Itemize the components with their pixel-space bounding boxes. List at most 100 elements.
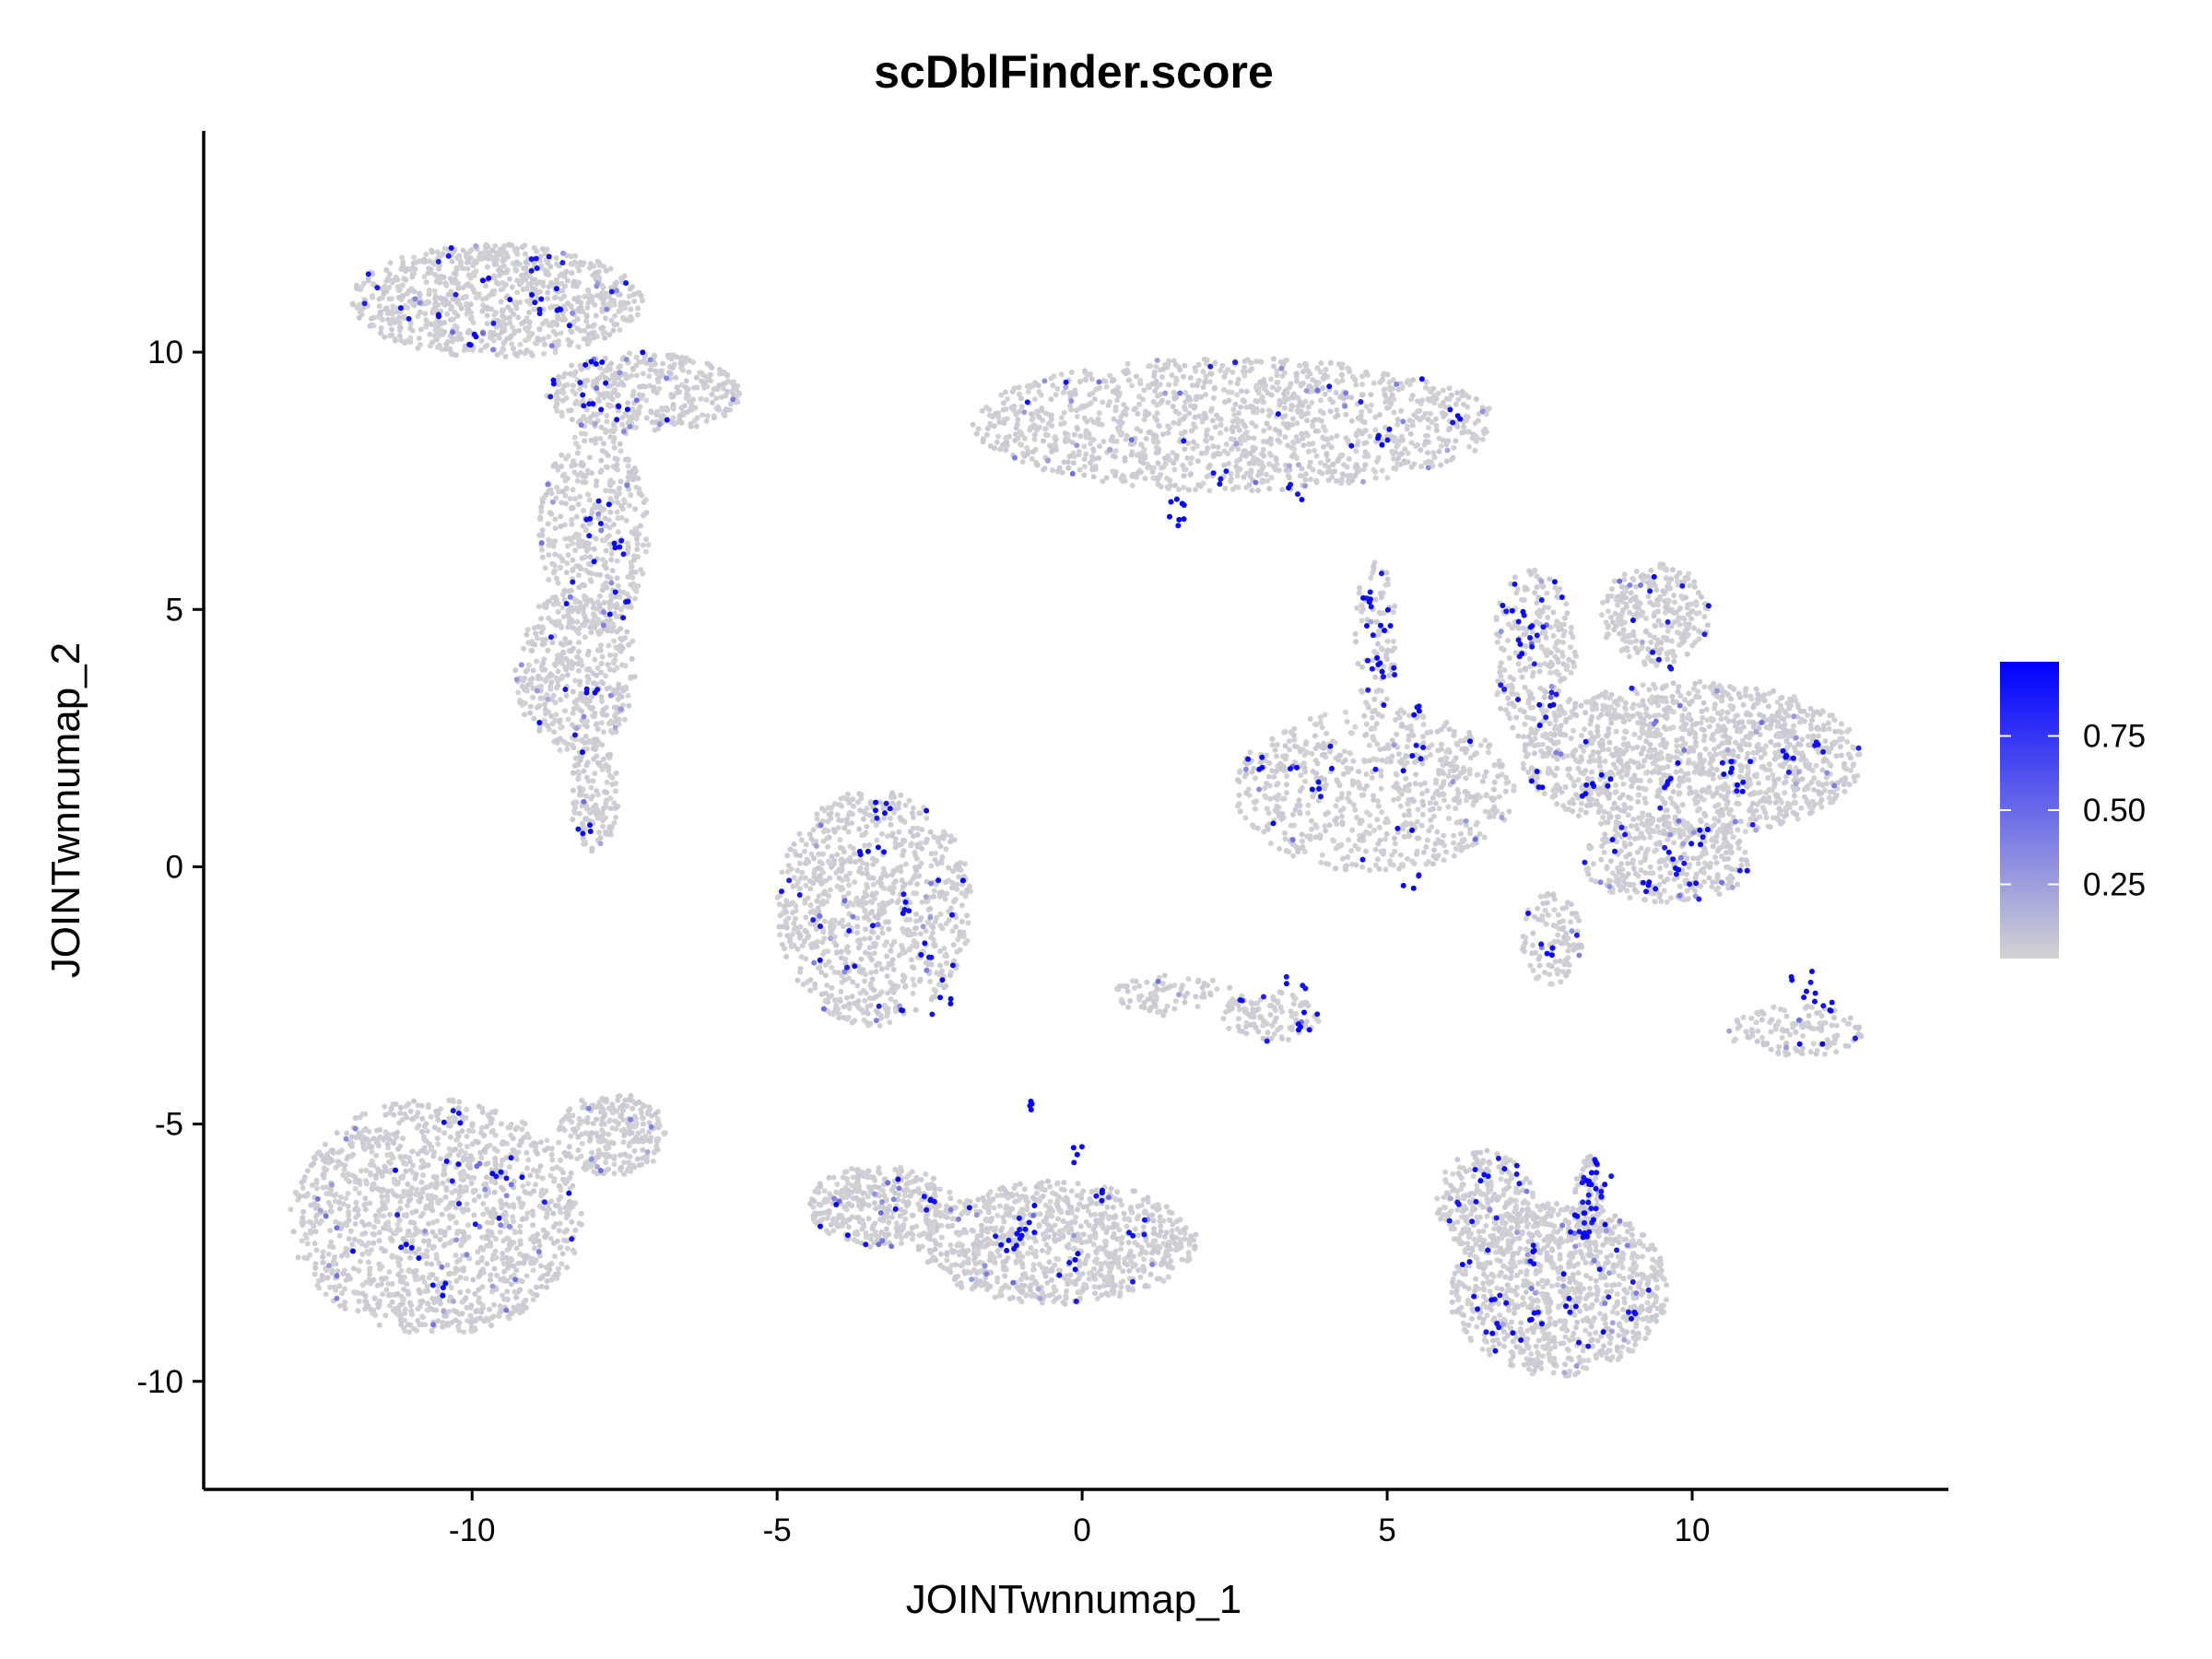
cell-point (1322, 436, 1328, 442)
cell-point (678, 419, 685, 426)
cell-point (534, 290, 540, 296)
cell-point (1483, 769, 1489, 775)
cell-point (1486, 406, 1492, 412)
cell-point (709, 399, 715, 406)
cell-point (1129, 382, 1135, 389)
cell-point (895, 805, 901, 811)
cell-point (1187, 374, 1194, 381)
cell-point (1391, 465, 1397, 471)
cell-point (645, 542, 652, 548)
cell-point (807, 886, 814, 892)
cell-point (1320, 410, 1326, 417)
cell-point (484, 321, 490, 327)
cell-point (1181, 473, 1187, 479)
cell-point (1083, 451, 1089, 457)
cell-point (582, 740, 588, 746)
cell-point (608, 403, 615, 409)
cell-point (876, 912, 882, 917)
cell-point (1419, 760, 1426, 767)
cell-point (629, 655, 635, 662)
cell-point (1206, 462, 1213, 468)
cell-point (886, 886, 892, 892)
cell-point (894, 900, 900, 906)
cell-point (550, 601, 557, 607)
cell-point (497, 272, 502, 278)
cell-point (1155, 481, 1161, 488)
cell-point (937, 923, 944, 929)
cell-point (1326, 822, 1333, 829)
cell-point (939, 968, 945, 974)
cell-point (1203, 449, 1209, 455)
cell-point (354, 285, 359, 291)
cell-point (512, 667, 519, 674)
cell-point (827, 875, 833, 881)
cell-point (912, 925, 918, 932)
cell-point (1346, 790, 1352, 796)
cell-point (629, 406, 636, 412)
cell-point (462, 294, 468, 300)
cell-point (814, 816, 820, 822)
cell-point (1344, 719, 1350, 724)
cell-point (1394, 731, 1400, 737)
cell-point (1459, 393, 1465, 399)
cell-point (594, 334, 601, 340)
cell-point (914, 881, 921, 888)
cell-point (447, 276, 453, 282)
cell-point (868, 899, 874, 905)
cell-point (1286, 738, 1292, 745)
cell-point (1134, 474, 1139, 480)
cell-point (1381, 386, 1387, 393)
cell-point (579, 708, 585, 714)
cell-point (932, 919, 938, 924)
cell-point (1135, 411, 1141, 417)
cell-point (453, 352, 459, 359)
cell-point (946, 917, 952, 924)
cell-point (830, 1011, 837, 1018)
cell-point (1112, 407, 1119, 414)
cell-point (1242, 453, 1249, 459)
cell-point (1081, 443, 1088, 450)
cell-point (1027, 427, 1033, 433)
cell-point (1432, 800, 1439, 806)
cell-point (1194, 458, 1201, 465)
cell-point (1287, 747, 1292, 753)
cell-point (621, 716, 628, 723)
cell-point (1124, 360, 1131, 367)
cell-point (1272, 747, 1278, 753)
cell-point (1221, 373, 1228, 380)
cell-point (613, 771, 619, 776)
cell-point (877, 902, 884, 909)
cell-point (532, 641, 538, 648)
cell-point (610, 522, 617, 528)
cell-point (627, 502, 632, 509)
cell-point (1375, 454, 1382, 461)
cell-point (1346, 837, 1352, 843)
cell-point (512, 350, 518, 357)
cell-point (535, 604, 542, 609)
cell-point (814, 944, 820, 950)
cell-point (1084, 418, 1090, 425)
cell-point (1251, 435, 1257, 441)
cell-point (1447, 425, 1453, 431)
cell-point (863, 971, 868, 978)
cell-point (598, 694, 605, 700)
cell-point (723, 393, 729, 399)
cell-point (587, 809, 594, 816)
cell-point (1425, 425, 1431, 430)
cell-point (622, 635, 628, 641)
cell-point (814, 898, 820, 904)
cell-point (1404, 724, 1410, 731)
cell-point (521, 265, 527, 272)
cell-point (1496, 758, 1502, 764)
cell-point (564, 560, 571, 567)
cell-point (508, 307, 514, 313)
cell-point (1307, 836, 1313, 842)
cell-point (1052, 434, 1058, 440)
cell-point (567, 496, 573, 501)
cell-point (663, 406, 669, 412)
cell-point (822, 827, 828, 833)
cell-point (791, 841, 797, 847)
cell-point (1267, 795, 1274, 802)
cell-point (907, 928, 913, 935)
cell-point (1309, 826, 1314, 832)
